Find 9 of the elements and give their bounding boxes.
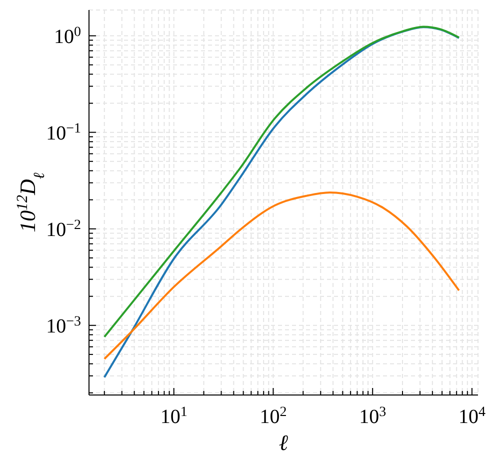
y-tick-label: 10$^{0}$ (54, 24, 81, 48)
x-tick-label: 10$^{4}$ (458, 404, 486, 428)
y-tick-label: 10$^{−3}$ (46, 314, 81, 338)
x-tick-label: 10$^{2}$ (260, 404, 287, 428)
x-axis-title: ℓ (278, 430, 289, 455)
x-tick-label: 10$^{3}$ (359, 404, 386, 428)
y-tick-label: 10$^{−1}$ (46, 120, 81, 144)
x-tick-label: 10$^{1}$ (160, 404, 188, 428)
y-tick-label: 10$^{−2}$ (46, 217, 81, 241)
